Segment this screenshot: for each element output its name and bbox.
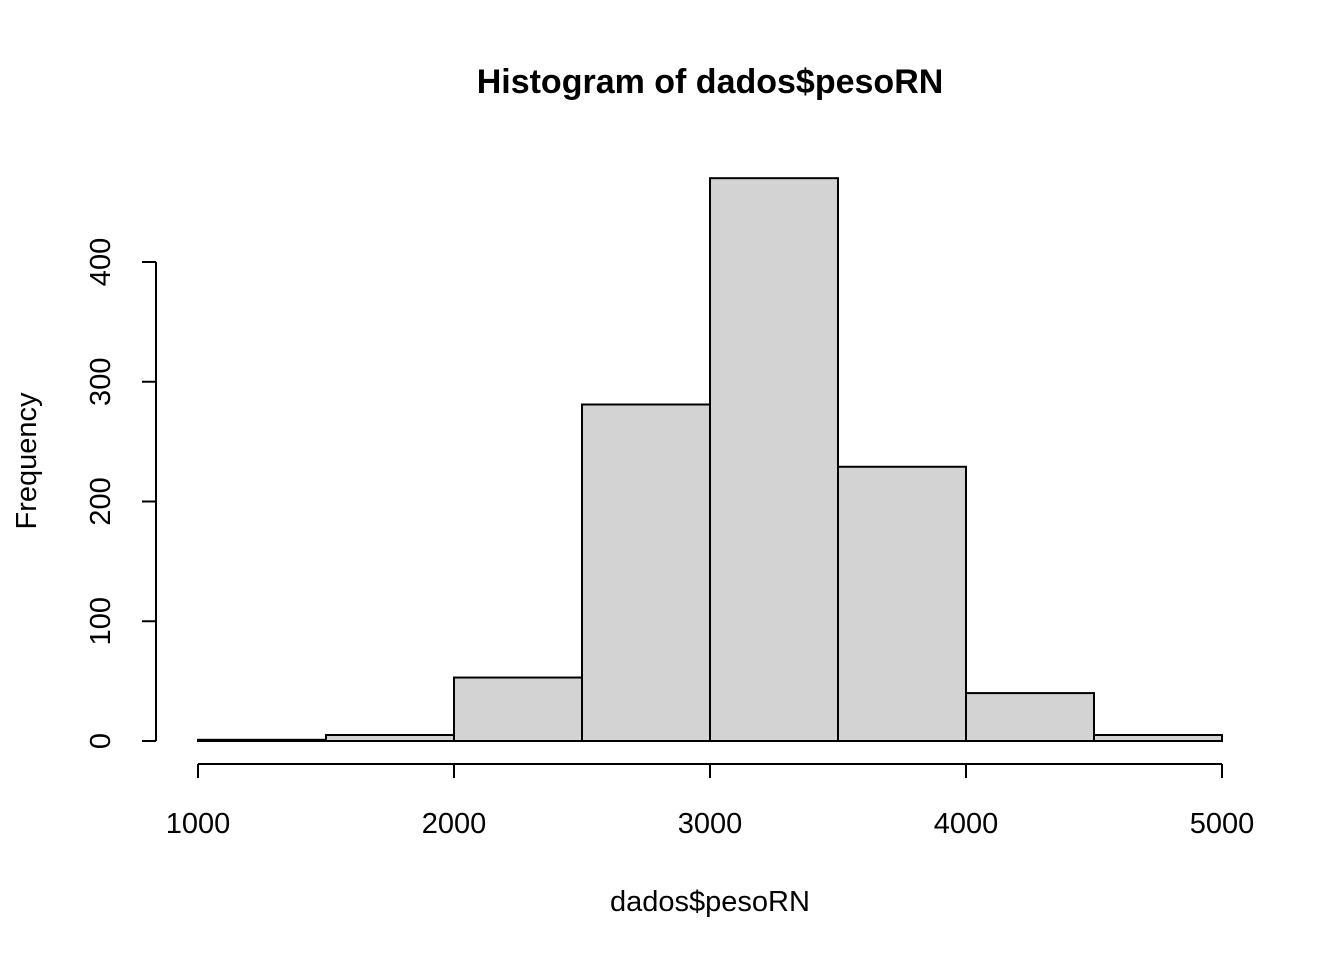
y-tick-label-2: 200 [85,477,117,525]
y-tick-label-4: 400 [85,238,117,286]
x-tick-label-2: 3000 [678,808,743,840]
x-axis-label: dados$pesoRN [610,886,810,918]
y-axis: 0 100 200 300 400 [85,238,157,749]
histogram-bar-3 [581,403,711,742]
y-tick-label-1: 100 [85,597,117,645]
x-tick-label-1: 2000 [422,808,487,840]
x-tick-label-4: 5000 [1190,808,1255,840]
bars-group [197,177,1223,743]
x-axis: 1000 2000 3000 4000 5000 [166,763,1255,840]
histogram-bar-5 [837,465,967,742]
x-tick-label-3: 4000 [934,808,999,840]
y-tick-label-3: 300 [85,358,117,406]
y-axis-label: Frequency [11,392,43,530]
histogram-bar-1 [325,734,455,743]
histogram-bar-6 [965,692,1095,742]
histogram-bar-0 [197,738,327,742]
x-tick-label-0: 1000 [166,808,231,840]
histogram-bar-4 [709,177,839,743]
histogram-bar-7 [1093,734,1223,743]
histogram-bar-2 [453,676,583,742]
chart-title: Histogram of dados$pesoRN [477,63,944,101]
y-tick-label-0: 0 [85,733,117,749]
